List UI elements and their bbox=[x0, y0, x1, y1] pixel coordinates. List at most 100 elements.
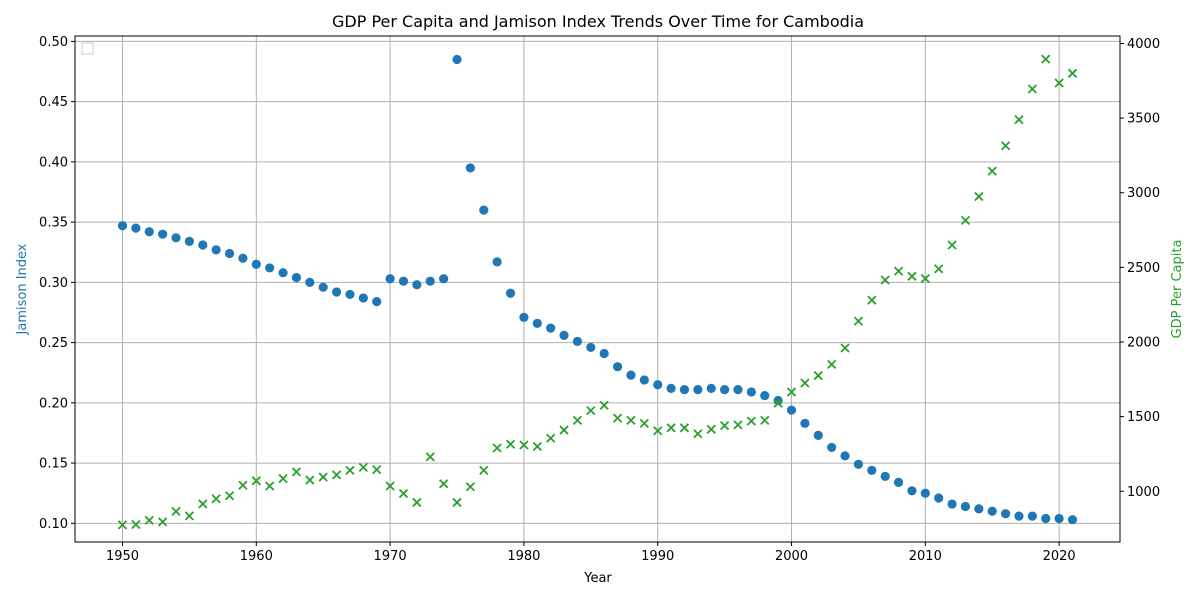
jamison-point bbox=[773, 395, 783, 406]
gdp-point bbox=[974, 191, 984, 202]
gdp-point bbox=[786, 387, 797, 397]
jamison-point bbox=[318, 282, 328, 292]
gdp-point bbox=[425, 452, 435, 462]
jamison-point bbox=[920, 488, 930, 498]
gdp-point bbox=[1000, 141, 1011, 151]
jamison-point bbox=[786, 405, 797, 415]
y-tick-label-right: 3000 bbox=[1127, 186, 1160, 201]
jamison-point bbox=[265, 263, 275, 273]
y-tick-label-left: 0.20 bbox=[39, 396, 68, 411]
gdp-point bbox=[251, 476, 261, 486]
jamison-point bbox=[211, 245, 221, 255]
gdp-point bbox=[144, 515, 154, 525]
gdp-point bbox=[1067, 68, 1078, 78]
jamison-point bbox=[987, 506, 997, 516]
gdp-point bbox=[960, 215, 971, 225]
gdp-point bbox=[934, 264, 944, 274]
jamison-point bbox=[639, 375, 649, 385]
jamison-point bbox=[452, 54, 462, 65]
gdp-point bbox=[773, 398, 783, 408]
jamison-point bbox=[505, 288, 516, 298]
jamison-point bbox=[385, 274, 395, 284]
jamison-point bbox=[251, 259, 261, 269]
jamison-point bbox=[1067, 515, 1078, 525]
y-tick-label-left: 0.15 bbox=[39, 457, 68, 472]
gdp-point bbox=[626, 415, 636, 425]
gdp-point bbox=[519, 440, 529, 450]
gdp-point bbox=[880, 275, 890, 285]
gdp-point bbox=[278, 473, 288, 484]
jamison-point bbox=[907, 486, 917, 496]
jamison-point bbox=[960, 501, 971, 512]
jamison-point bbox=[733, 384, 743, 395]
x-tick-label: 2000 bbox=[775, 549, 808, 564]
y-tick-label-right: 1500 bbox=[1127, 410, 1160, 425]
jamison-point bbox=[934, 493, 944, 503]
jamison-point bbox=[465, 163, 475, 173]
y-axis-right: 1000 1500 2000 2500 3000 3500 4000 bbox=[1120, 37, 1160, 500]
gdp-point bbox=[1041, 54, 1051, 64]
jamison-point bbox=[224, 248, 235, 259]
jamison-point bbox=[546, 323, 556, 333]
x-tick-label: 1970 bbox=[374, 549, 407, 564]
x-tick-label: 1950 bbox=[106, 549, 139, 564]
x-tick-label: 1980 bbox=[507, 549, 540, 564]
series-jamison-index bbox=[117, 54, 1078, 525]
jamison-point bbox=[840, 451, 850, 461]
gdp-point bbox=[693, 429, 703, 439]
jamison-point bbox=[372, 297, 382, 307]
y-tick-label-left: 0.45 bbox=[39, 95, 68, 110]
jamison-point bbox=[599, 348, 609, 359]
jamison-point bbox=[439, 274, 449, 284]
jamison-point bbox=[947, 499, 957, 509]
jamison-point bbox=[827, 442, 837, 453]
jamison-point bbox=[653, 380, 663, 390]
jamison-point bbox=[331, 287, 342, 297]
gdp-point bbox=[559, 425, 569, 435]
x-tick-label: 2020 bbox=[1043, 549, 1076, 564]
jamison-point bbox=[412, 280, 422, 290]
gdp-point bbox=[653, 426, 663, 436]
gdp-point bbox=[158, 517, 168, 527]
y-tick-label-left: 0.50 bbox=[39, 35, 68, 50]
jamison-point bbox=[612, 362, 623, 372]
gdp-point bbox=[827, 359, 837, 370]
gdp-point bbox=[171, 506, 181, 517]
gdp-point bbox=[679, 423, 690, 433]
jamison-point bbox=[706, 383, 716, 393]
gdp-point bbox=[117, 520, 128, 530]
y-tick-label-right: 3500 bbox=[1127, 112, 1160, 127]
gdp-point bbox=[184, 511, 195, 521]
jamison-point bbox=[893, 477, 904, 487]
gdp-point bbox=[920, 273, 930, 284]
x-tick-label: 1990 bbox=[641, 549, 674, 564]
y-axis-label-left: Jamison Index bbox=[15, 243, 30, 335]
gdp-point bbox=[612, 413, 623, 423]
jamison-point bbox=[746, 387, 756, 397]
jamison-point bbox=[679, 384, 690, 395]
y-tick-label-right: 1000 bbox=[1127, 485, 1160, 500]
jamison-point bbox=[1054, 513, 1064, 524]
jamison-point bbox=[666, 383, 676, 393]
plot-frame bbox=[74, 35, 1121, 543]
gdp-point bbox=[211, 494, 221, 504]
jamison-point bbox=[479, 205, 489, 215]
gdp-point bbox=[706, 424, 716, 434]
gdp-point bbox=[666, 423, 676, 433]
gdp-point bbox=[465, 482, 476, 492]
jamison-point bbox=[880, 471, 890, 481]
gdp-point bbox=[238, 480, 248, 490]
gdp-point bbox=[586, 406, 596, 416]
gdp-point bbox=[1027, 84, 1037, 94]
jamison-point bbox=[519, 312, 529, 322]
jamison-point bbox=[492, 257, 502, 267]
chart-title: GDP Per Capita and Jamison Index Trends … bbox=[332, 12, 864, 31]
gdp-point bbox=[572, 415, 583, 425]
gdp-point bbox=[867, 295, 877, 305]
jamison-point bbox=[532, 318, 542, 328]
jamison-point bbox=[425, 276, 435, 286]
x-axis: 1950 1960 1970 1980 1990 2000 2010 2020 bbox=[106, 542, 1076, 564]
jamison-point bbox=[358, 293, 368, 303]
jamison-point bbox=[398, 276, 409, 286]
